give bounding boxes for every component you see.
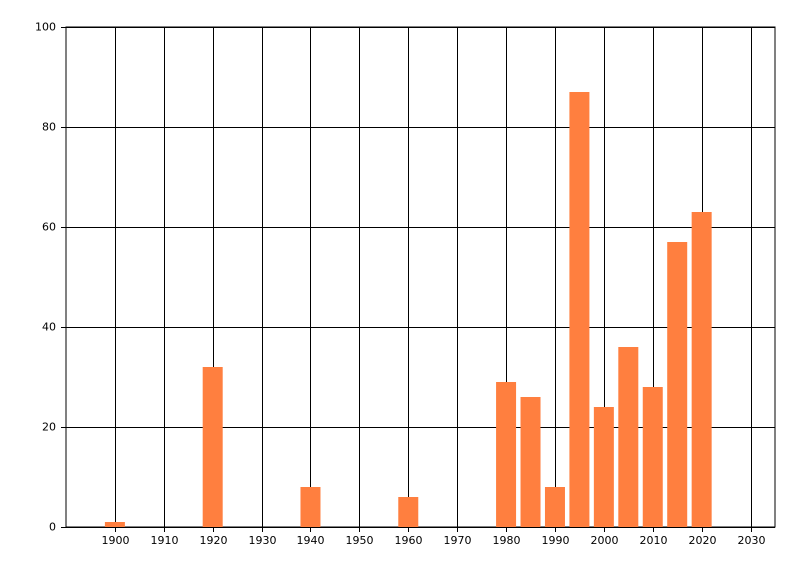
y-tick-label: 40: [42, 321, 56, 334]
x-tick-label: 1960: [395, 534, 423, 547]
x-tick-label: 1980: [493, 534, 521, 547]
x-tick-label: 2030: [738, 534, 766, 547]
bar: [593, 407, 614, 527]
bar: [496, 382, 517, 527]
x-tick-label: 1900: [102, 534, 130, 547]
y-tick-label: 80: [42, 121, 56, 134]
bar: [520, 397, 541, 527]
x-tick-label: 1950: [346, 534, 374, 547]
x-tick-label: 1910: [151, 534, 179, 547]
y-tick-label: 100: [35, 21, 56, 34]
bar: [398, 497, 419, 527]
bar: [104, 522, 125, 527]
bar: [202, 367, 223, 527]
x-tick-label: 1920: [200, 534, 228, 547]
bar: [618, 347, 639, 527]
x-tick-label: 2020: [689, 534, 717, 547]
bar: [300, 487, 321, 527]
bar: [544, 487, 565, 527]
y-tick-label: 20: [42, 421, 56, 434]
x-tick-label: 2000: [591, 534, 619, 547]
y-tick-label: 60: [42, 221, 56, 234]
x-tick-label: 1940: [297, 534, 325, 547]
x-tick-label: 1990: [542, 534, 570, 547]
bar: [667, 242, 688, 527]
bar: [642, 387, 663, 527]
bar: [569, 92, 590, 527]
x-tick-label: 2010: [640, 534, 668, 547]
x-tick-label: 1930: [249, 534, 277, 547]
bar: [691, 212, 712, 527]
y-tick-label: 0: [49, 521, 56, 534]
x-tick-label: 1970: [444, 534, 472, 547]
